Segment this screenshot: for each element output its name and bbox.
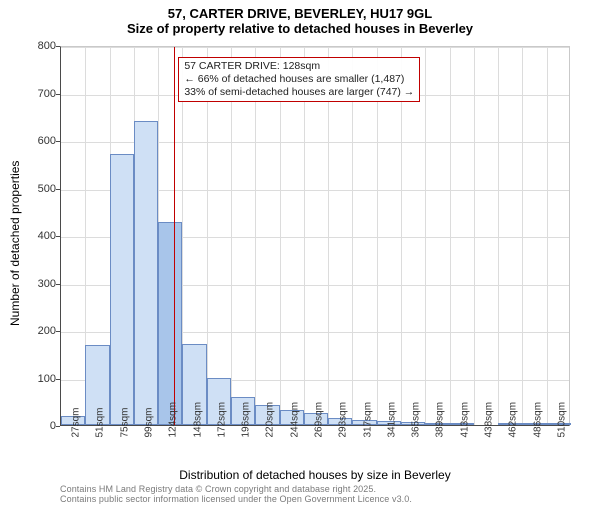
y-tick-mark — [56, 284, 60, 285]
gridline-vertical — [352, 47, 353, 425]
gridline-vertical — [255, 47, 256, 425]
bar — [134, 121, 158, 425]
chart-subtitle: Size of property relative to detached ho… — [0, 21, 600, 36]
gridline-horizontal — [61, 47, 569, 48]
reference-line — [174, 47, 175, 425]
y-tick-mark — [56, 46, 60, 47]
y-tick-mark — [56, 141, 60, 142]
y-tick-mark — [56, 331, 60, 332]
y-tick-mark — [56, 379, 60, 380]
y-tick-label: 300 — [16, 278, 56, 290]
gridline-vertical — [280, 47, 281, 425]
gridline-vertical — [498, 47, 499, 425]
gridline-vertical — [450, 47, 451, 425]
y-tick-label: 100 — [16, 373, 56, 385]
x-axis-label: Distribution of detached houses by size … — [60, 468, 570, 482]
gridline-vertical — [522, 47, 523, 425]
gridline-vertical — [401, 47, 402, 425]
y-tick-mark — [56, 426, 60, 427]
gridline-vertical — [328, 47, 329, 425]
callout-line: 57 CARTER DRIVE: 128sqm — [184, 60, 414, 73]
footer-line: Contains HM Land Registry data © Crown c… — [60, 484, 412, 494]
chart-container: 57, CARTER DRIVE, BEVERLEY, HU17 9GL Siz… — [0, 0, 600, 500]
plot-area: 57 CARTER DRIVE: 128sqm← 66% of detached… — [60, 46, 570, 426]
y-tick-mark — [56, 236, 60, 237]
bar — [110, 154, 134, 425]
y-tick-label: 800 — [16, 40, 56, 52]
callout-line: ← 66% of detached houses are smaller (1,… — [184, 73, 414, 86]
callout-line: 33% of semi-detached houses are larger (… — [184, 86, 414, 99]
y-tick-label: 700 — [16, 88, 56, 100]
gridline-vertical — [304, 47, 305, 425]
y-tick-label: 500 — [16, 183, 56, 195]
gridline-vertical — [425, 47, 426, 425]
footer-attribution: Contains HM Land Registry data © Crown c… — [60, 484, 412, 505]
gridline-vertical — [547, 47, 548, 425]
callout-box: 57 CARTER DRIVE: 128sqm← 66% of detached… — [178, 57, 420, 102]
gridline-vertical — [207, 47, 208, 425]
bar — [158, 222, 182, 425]
gridline-vertical — [231, 47, 232, 425]
y-tick-mark — [56, 94, 60, 95]
y-tick-label: 200 — [16, 325, 56, 337]
y-tick-label: 600 — [16, 135, 56, 147]
y-tick-label: 400 — [16, 230, 56, 242]
chart-title: 57, CARTER DRIVE, BEVERLEY, HU17 9GL — [0, 0, 600, 21]
y-tick-label: 0 — [16, 420, 56, 432]
y-tick-mark — [56, 189, 60, 190]
gridline-vertical — [377, 47, 378, 425]
gridline-vertical — [474, 47, 475, 425]
